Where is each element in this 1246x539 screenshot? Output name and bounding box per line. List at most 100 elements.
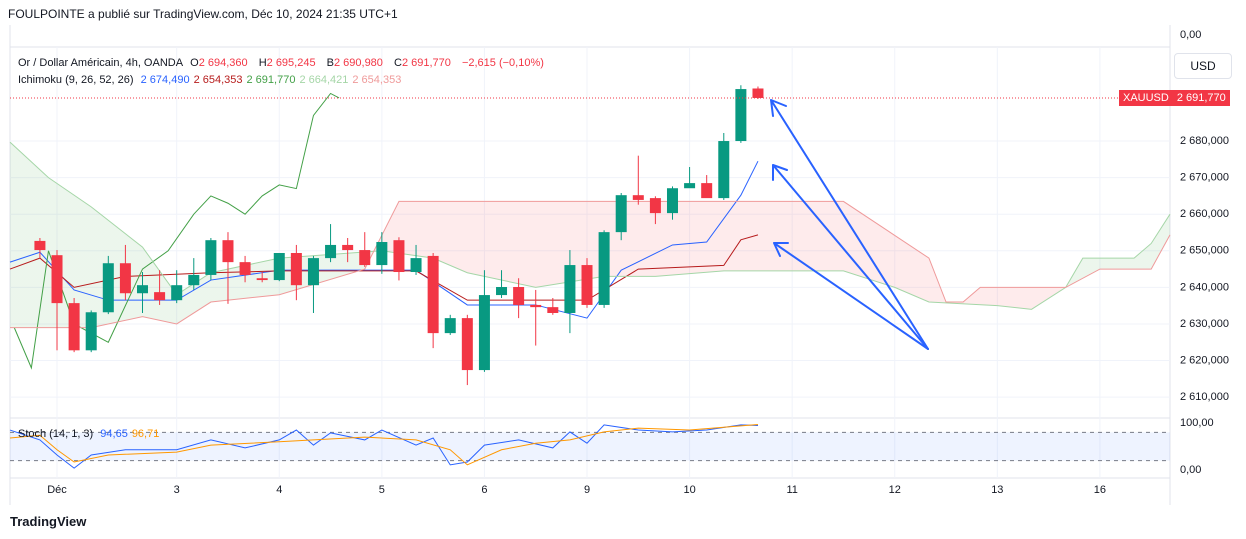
y-tick-label: 2 640,000 — [1180, 281, 1229, 293]
candle-body — [461, 318, 473, 371]
x-tick-label: 6 — [481, 484, 487, 496]
candle-body — [513, 287, 525, 305]
y-tick-label: 100,00 — [1180, 417, 1214, 429]
arrow — [770, 99, 929, 350]
candle-body — [718, 141, 730, 199]
label: C — [393, 57, 402, 69]
candle-body — [222, 240, 234, 263]
candle-body — [205, 240, 217, 275]
candle-body — [530, 304, 542, 308]
arrow — [773, 242, 929, 350]
x-tick-label: 4 — [276, 484, 282, 496]
y-tick-label: 2 670,000 — [1180, 172, 1229, 184]
label: O — [190, 57, 199, 69]
candle-body — [564, 265, 576, 313]
top-label: 0,00 — [1180, 29, 1201, 41]
candle-body — [102, 263, 114, 313]
x-tick-label: 16 — [1094, 484, 1106, 496]
ohlc: C2 691,770 — [394, 57, 455, 69]
indicator-value: 2 674,490 — [140, 74, 190, 86]
candle-body — [666, 188, 678, 214]
candle-body — [85, 312, 97, 351]
indicator-line — [9, 141, 1171, 310]
x-tick-label: 3 — [174, 484, 180, 496]
x-tick-label: 13 — [991, 484, 1003, 496]
candle-body — [34, 240, 46, 251]
candle-body — [256, 278, 268, 281]
candle-body — [427, 255, 439, 334]
x-tick-label: 11 — [786, 484, 797, 496]
candle-body — [51, 255, 63, 304]
x-tick-label: Déc — [47, 484, 67, 496]
label: H — [258, 57, 267, 69]
indicator-value: 2 654,353 — [352, 74, 402, 86]
label: B — [326, 57, 334, 69]
value: 2 691,770 — [401, 57, 451, 69]
candle-body — [615, 195, 627, 233]
indicator-value: 96,71 — [131, 428, 160, 440]
candle-body — [290, 252, 302, 286]
value: 2 694,360 — [198, 57, 248, 69]
candle-body — [496, 287, 508, 296]
candle-body — [171, 285, 183, 301]
brand: TradingView — [10, 514, 87, 529]
x-tick-label: 10 — [683, 484, 695, 496]
indicator-legend: Ichimoku (9, 26, 52, 26) 2 674,490 2 654,… — [18, 74, 405, 86]
indicator-value: 2 654,353 — [193, 74, 243, 86]
candle-body — [752, 88, 764, 98]
candle-body — [359, 250, 371, 266]
last-price-label: XAUUSD 2 691,770 — [1119, 89, 1230, 106]
price: 2 691,770 — [1176, 91, 1226, 104]
currency-button[interactable]: USD — [1174, 53, 1232, 79]
indicator-line — [13, 92, 340, 370]
change: −2,615 (−0,10%) — [461, 57, 544, 69]
candle-body — [701, 183, 713, 199]
indicator: Ichimoku (9, 26, 52, 26) — [18, 74, 134, 86]
candle-body — [342, 244, 354, 251]
indicator: Stoch (14, 1, 3) — [18, 428, 94, 440]
candle-body — [136, 285, 148, 294]
indicator-value: 2 664,421 — [299, 74, 349, 86]
symbol: XAUUSD — [1123, 91, 1169, 104]
candle-body — [307, 258, 319, 286]
candle-body — [581, 265, 593, 305]
candle-body — [119, 263, 131, 294]
candle-body — [239, 262, 251, 275]
y-tick-label: 2 620,000 — [1180, 354, 1229, 366]
candle-body — [188, 274, 200, 286]
value: 2 690,980 — [333, 57, 383, 69]
candle-body — [393, 240, 405, 273]
candle-body — [325, 244, 337, 259]
candle-body — [154, 292, 166, 301]
candle-body — [376, 242, 388, 266]
y-tick-label: 2 610,000 — [1180, 391, 1229, 403]
header: FOULPOINTE a publié sur TradingView.com,… — [8, 7, 398, 21]
candle-body — [68, 303, 80, 351]
candle-body — [273, 252, 285, 281]
value: 2 695,245 — [266, 57, 316, 69]
y-tick-label: 2 650,000 — [1180, 245, 1229, 257]
candle-body — [735, 89, 747, 142]
ohlc: B2 690,980 — [327, 57, 387, 69]
indicator-line — [10, 200, 1171, 329]
arrow — [772, 164, 929, 350]
symbol: Or / Dollar Américain, 4h, OANDA — [18, 57, 184, 69]
x-tick-label: 12 — [889, 484, 901, 496]
indicator-line — [9, 424, 759, 466]
candle-body — [598, 232, 610, 305]
y-tick-label: 2 680,000 — [1180, 135, 1229, 147]
candle-body — [684, 183, 696, 189]
x-tick-label: 9 — [584, 484, 590, 496]
x-tick-label: 5 — [379, 484, 385, 496]
plot: 2 610,000 2 620,000 2 630,000 2 640,000 2 65… — [9, 29, 1229, 496]
candle-body — [632, 195, 644, 200]
symbol-legend: Or / Dollar Américain, 4h, OANDA O2 694,… — [18, 57, 548, 69]
candle-body — [547, 307, 559, 313]
candle-body — [649, 198, 661, 214]
candle-body — [478, 295, 490, 371]
indicator-value: 94,65 — [100, 428, 128, 440]
stoch-band — [10, 432, 1170, 461]
indicator-value: 2 691,770 — [246, 74, 296, 86]
